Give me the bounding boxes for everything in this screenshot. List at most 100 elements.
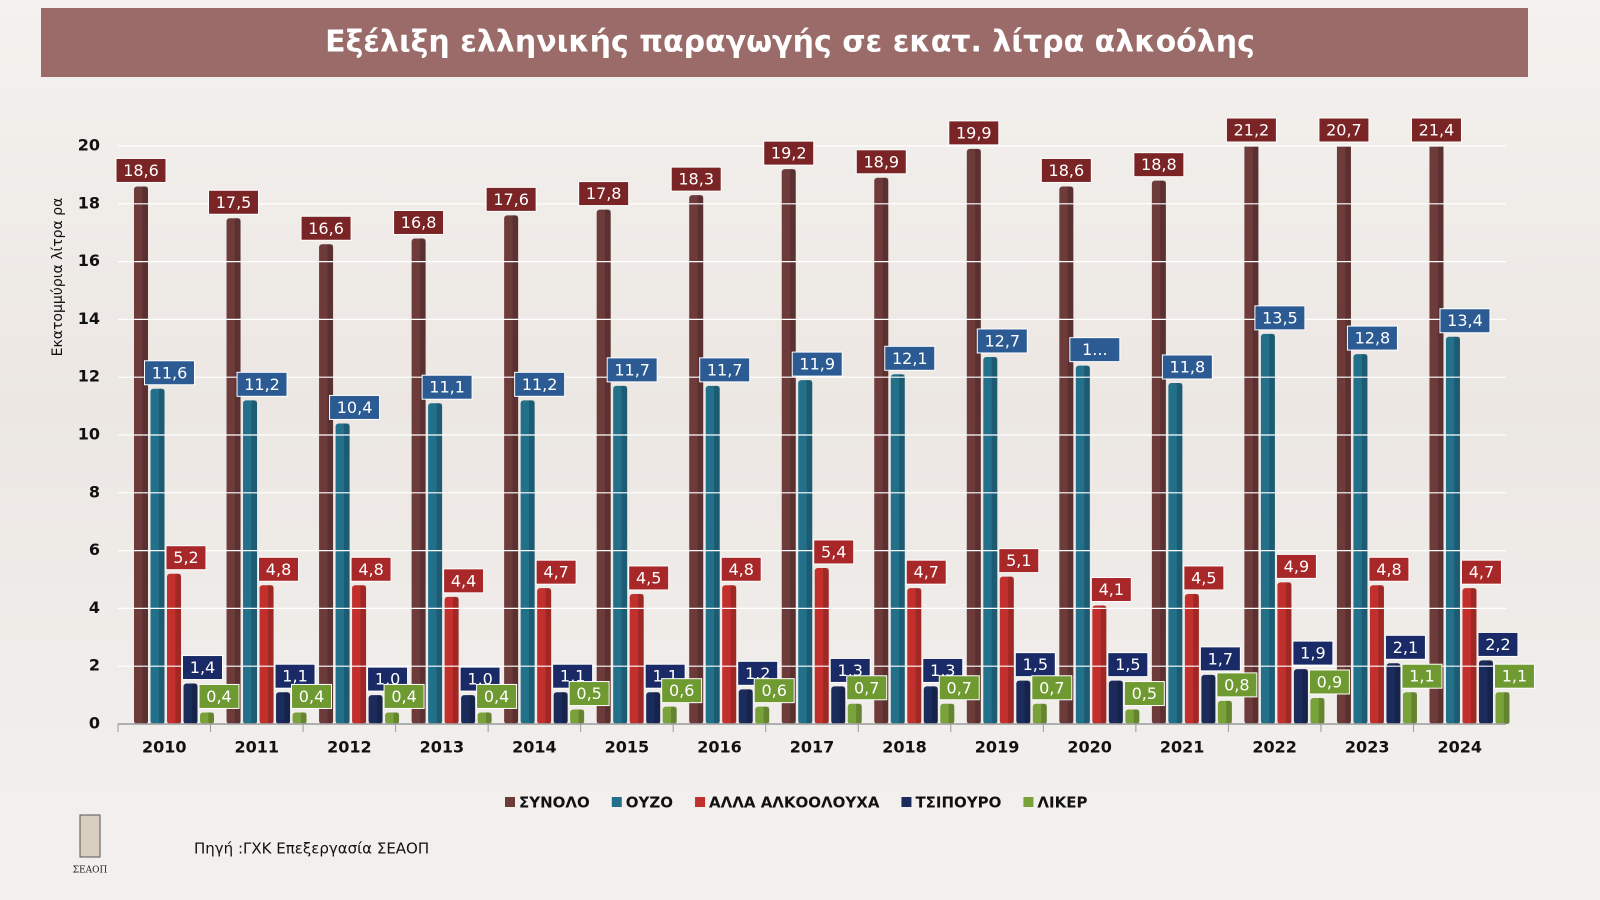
- bar-shade: [882, 177, 889, 725]
- bar: [1402, 692, 1417, 724]
- legend-label: ΑΛΛΑ ΑΛΚΟΟΛΟΥΧΑ: [709, 794, 880, 812]
- bar: [292, 712, 307, 724]
- bar-shade: [1378, 585, 1384, 724]
- bar-shade: [436, 403, 443, 724]
- x-tick-label: 2017: [790, 738, 835, 757]
- x-tick-label: 2012: [327, 738, 372, 757]
- data-label-bg: [1308, 669, 1350, 695]
- data-label: 0,7: [1039, 678, 1064, 697]
- data-label-bg: [813, 539, 855, 565]
- bar: [1075, 365, 1090, 724]
- data-label: 21,4: [1419, 121, 1455, 140]
- data-label: 1,0: [375, 670, 400, 689]
- bar-shade: [856, 703, 862, 724]
- data-label: 4,8: [1376, 560, 1401, 579]
- data-label-bg: [1069, 337, 1121, 363]
- bar-shade: [1041, 703, 1047, 724]
- data-label: 1,9: [1300, 644, 1325, 663]
- bar-shade: [1411, 692, 1417, 724]
- bar: [520, 400, 535, 724]
- bar-shade: [763, 706, 770, 724]
- data-label: 4,7: [1469, 563, 1494, 582]
- y-tick-label: 20: [78, 136, 100, 155]
- data-label-bg: [1346, 325, 1398, 351]
- y-tick-label: 6: [89, 540, 100, 559]
- data-label-bg: [763, 140, 815, 166]
- data-label: 13,4: [1447, 311, 1483, 330]
- logo: [79, 814, 101, 858]
- data-label-bg: [1368, 556, 1410, 582]
- data-label-bg: [1216, 672, 1258, 698]
- data-label: 0,7: [947, 678, 972, 697]
- x-tick-label: 2021: [1160, 738, 1205, 757]
- bar: [629, 593, 644, 724]
- data-label-bg: [578, 181, 630, 207]
- data-label: 4,8: [358, 560, 383, 579]
- data-label: 1,3: [838, 661, 863, 680]
- data-label-bg: [846, 675, 888, 701]
- title-bar: [41, 8, 1528, 77]
- data-label: 4,7: [543, 563, 568, 582]
- bar: [537, 588, 552, 724]
- data-label: 10,4: [337, 398, 373, 417]
- data-label-bg: [1183, 565, 1225, 591]
- data-label: 13,5: [1262, 308, 1298, 327]
- bar: [907, 588, 922, 724]
- data-label-bg: [1090, 577, 1132, 603]
- data-label-bg: [1254, 305, 1306, 331]
- data-label-bg: [208, 189, 260, 215]
- data-label-bg: [258, 556, 300, 582]
- bar: [444, 596, 459, 724]
- bar: [259, 585, 274, 724]
- data-label: 5,1: [1006, 551, 1031, 570]
- data-label-bg: [165, 545, 207, 571]
- bar-shade: [1024, 680, 1031, 724]
- bar-shade: [1503, 692, 1510, 724]
- x-tick-label: 2024: [1437, 738, 1482, 757]
- data-label: 12,1: [892, 349, 928, 368]
- bar-shade: [1285, 582, 1292, 724]
- data-label: 11,2: [522, 375, 558, 394]
- bar-shade: [806, 380, 813, 724]
- data-label-bg: [1439, 308, 1491, 334]
- data-label-bg: [855, 149, 907, 175]
- data-label-bg: [1275, 553, 1317, 579]
- bar-shade: [327, 244, 334, 724]
- data-label: 18,8: [1141, 155, 1177, 174]
- bar: [1217, 700, 1232, 724]
- bar-shade: [1084, 365, 1090, 724]
- bar: [335, 423, 350, 724]
- data-label: 0,8: [1224, 675, 1249, 694]
- bar: [1277, 582, 1292, 724]
- x-tick-label: 2023: [1345, 738, 1390, 757]
- bar: [613, 385, 628, 724]
- data-label-bg: [300, 215, 352, 241]
- bar-shade: [1176, 382, 1183, 724]
- bar: [940, 703, 955, 724]
- data-label-bg: [753, 678, 795, 704]
- data-label: 1,2: [745, 664, 770, 683]
- y-tick-label: 4: [89, 598, 100, 617]
- legend-swatch: [611, 797, 622, 807]
- bar: [385, 712, 400, 724]
- data-label: 0,7: [854, 678, 879, 697]
- data-label: 17,6: [493, 190, 529, 209]
- data-label-bg: [383, 683, 425, 709]
- source: Πηγή :ΓΧΚ Επεξεργασία ΣΕΑΟΠ: [194, 840, 429, 858]
- data-label: 19,9: [956, 123, 992, 142]
- x-tick-label: 2013: [420, 738, 465, 757]
- data-label-bg: [791, 351, 843, 377]
- bar: [722, 585, 737, 724]
- bar: [150, 388, 165, 724]
- bar: [705, 385, 720, 724]
- bar: [689, 195, 704, 724]
- data-label: 1,0: [467, 670, 492, 689]
- bar: [553, 692, 568, 724]
- bar-shade: [469, 695, 476, 724]
- legend-label: ΤΣΙΠΟΥΡΟ: [915, 794, 1001, 812]
- bar-shade: [1487, 660, 1493, 724]
- bar: [1386, 663, 1401, 724]
- bar: [738, 689, 753, 724]
- data-label: 0,6: [669, 681, 694, 700]
- data-label-bg: [1040, 157, 1092, 183]
